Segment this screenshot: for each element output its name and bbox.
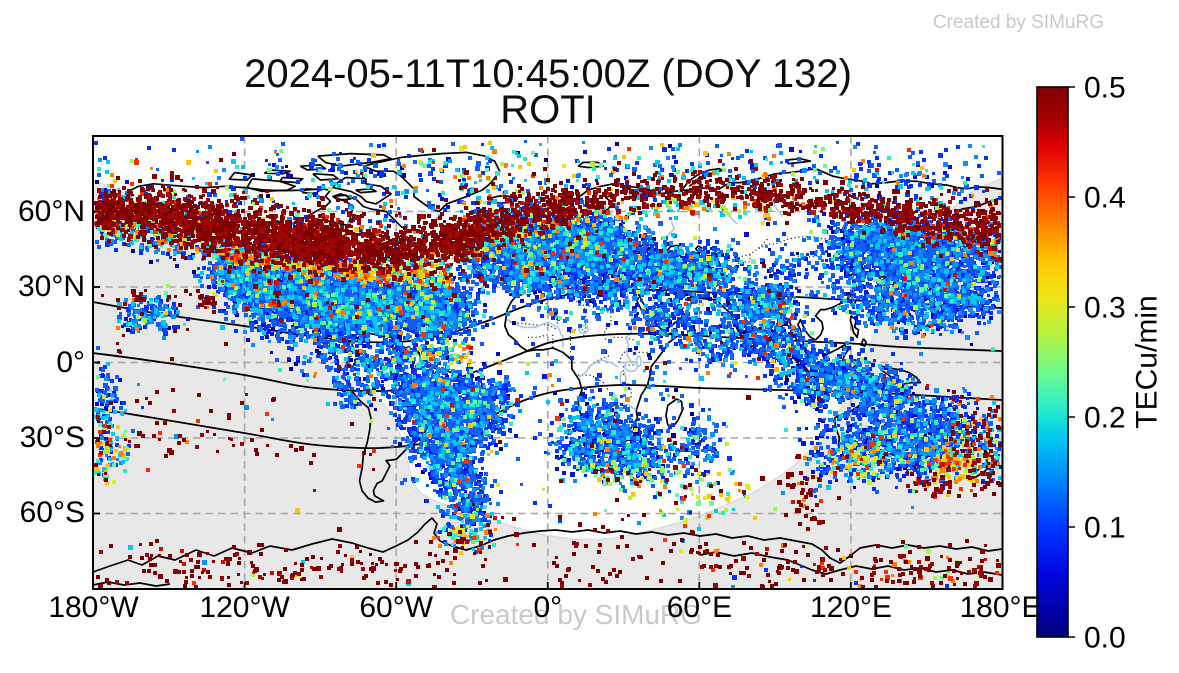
svg-text:180°W: 180°W [48,591,139,624]
svg-text:ROTI: ROTI [500,88,596,132]
svg-text:0°: 0° [56,346,85,379]
svg-text:60°S: 60°S [20,496,85,529]
svg-text:0.4: 0.4 [1084,182,1126,215]
svg-text:30°N: 30°N [18,270,85,303]
svg-text:0.1: 0.1 [1084,512,1126,545]
svg-text:0.0: 0.0 [1084,622,1126,655]
svg-text:120°E: 120°E [810,591,892,624]
svg-text:2024-05-11T10:45:00Z (DOY 132): 2024-05-11T10:45:00Z (DOY 132) [244,52,852,96]
svg-text:0.3: 0.3 [1084,292,1126,325]
svg-text:60°E: 60°E [667,591,732,624]
svg-text:120°W: 120°W [199,591,290,624]
svg-text:0°: 0° [533,591,562,624]
svg-text:Created by SIMuRG: Created by SIMuRG [933,12,1104,33]
svg-text:Created by SIMuRG: Created by SIMuRG [450,599,702,630]
svg-text:60°W: 60°W [359,591,433,624]
svg-text:180°E: 180°E [959,591,1041,624]
svg-text:30°S: 30°S [20,421,85,454]
svg-text:60°N: 60°N [18,195,85,228]
svg-text:TECu/min: TECu/min [1131,295,1164,428]
svg-text:0.2: 0.2 [1084,402,1126,435]
svg-text:0.5: 0.5 [1084,72,1126,105]
